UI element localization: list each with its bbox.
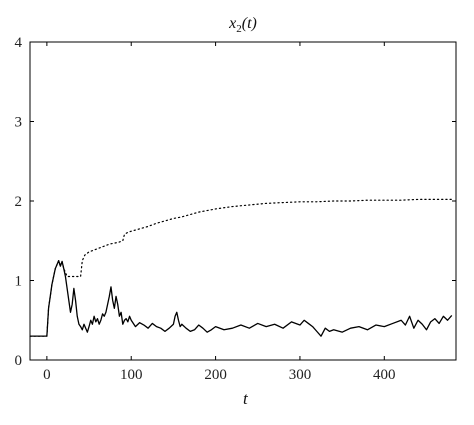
axis-ticks: 0 100 200 300 400 0 1 2 3 4 xyxy=(15,35,456,383)
x-tick-label: 300 xyxy=(289,367,312,383)
x-axis-label: t xyxy=(243,389,249,408)
y-tick-label: 1 xyxy=(15,274,23,290)
x-tick-label: 0 xyxy=(43,367,51,383)
y-tick-label: 0 xyxy=(15,353,23,369)
series-line-solid xyxy=(30,259,453,337)
x-tick-label: 100 xyxy=(120,367,143,383)
plot-area xyxy=(29,41,457,361)
plot-frame xyxy=(29,41,457,361)
y-tick-label: 2 xyxy=(15,194,23,210)
y-tick-label: 3 xyxy=(15,115,23,131)
chart-title: x2(t) xyxy=(228,15,257,35)
y-tick-label: 4 xyxy=(15,35,23,51)
x-tick-label: 200 xyxy=(204,367,227,383)
x-tick-label: 400 xyxy=(373,367,396,383)
series-line-dotted xyxy=(29,198,453,337)
